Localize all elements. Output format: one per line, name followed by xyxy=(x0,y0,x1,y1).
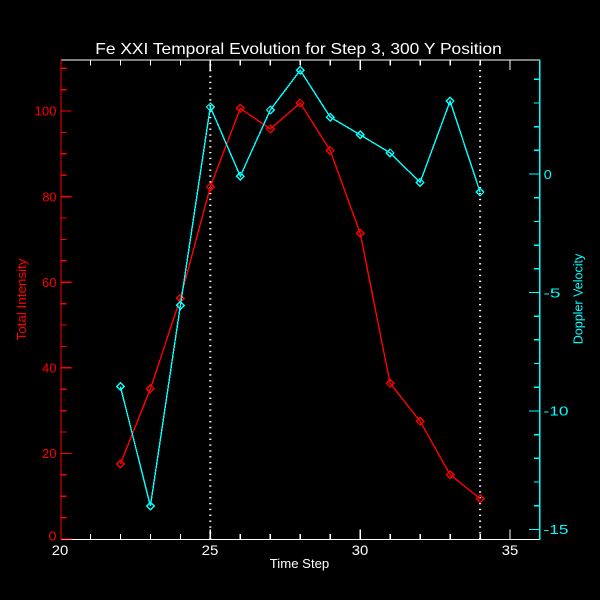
svg-text:0: 0 xyxy=(544,167,552,182)
svg-text:40: 40 xyxy=(42,361,57,376)
svg-text:-10: -10 xyxy=(544,404,569,419)
svg-text:60: 60 xyxy=(42,275,57,290)
svg-text:Total Intensity: Total Intensity xyxy=(14,258,29,341)
svg-text:Doppler Velocity: Doppler Velocity xyxy=(571,253,586,344)
svg-text:20: 20 xyxy=(42,446,57,461)
svg-text:25: 25 xyxy=(202,542,219,558)
svg-text:100: 100 xyxy=(35,104,57,119)
svg-text:-5: -5 xyxy=(544,285,561,300)
svg-text:30: 30 xyxy=(352,542,369,558)
svg-text:0: 0 xyxy=(49,529,57,544)
svg-text:35: 35 xyxy=(502,542,519,558)
svg-text:20: 20 xyxy=(52,542,69,558)
svg-text:-15: -15 xyxy=(544,522,569,537)
svg-text:80: 80 xyxy=(43,189,57,204)
svg-text:Time Step: Time Step xyxy=(270,556,330,571)
svg-text:Fe XXI Temporal Evolution for: Fe XXI Temporal Evolution for Step 3, 30… xyxy=(95,41,501,58)
